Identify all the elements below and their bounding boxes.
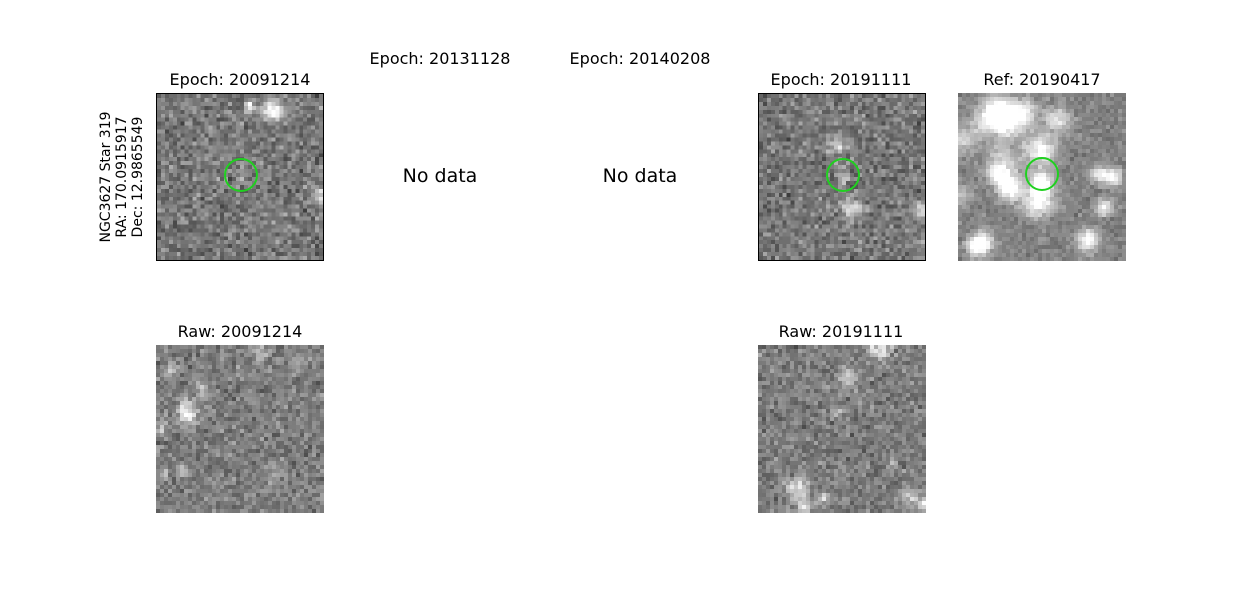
raw-image-20091214 [156,345,324,513]
noise-image [758,345,926,513]
target-circle-marker [1025,157,1059,191]
target-circle-marker [826,158,860,192]
reference-title: Ref: 20190417 [983,70,1101,89]
raw-image-20191111 [758,345,926,513]
star-ra: RA: 170.0915917 [114,116,130,238]
star-name: NGC3627 Star 319 [98,111,114,243]
noise-image [156,345,324,513]
epoch-image-20091214 [156,93,324,261]
epoch-title-20140208: Epoch: 20140208 [569,49,711,68]
star-dec: Dec: 12.9865549 [130,116,146,238]
epoch-image-20191111 [758,93,926,261]
reference-image [958,93,1126,261]
raw-title-20091214: Raw: 20091214 [177,322,303,341]
epoch-title-20131128: Epoch: 20131128 [369,49,511,68]
epoch-title-20191111: Epoch: 20191111 [770,70,912,89]
no-data-20140208: No data [602,165,678,187]
raw-title-20191111: Raw: 20191111 [778,322,904,341]
target-circle-marker [224,158,258,192]
no-data-20131128: No data [402,165,478,187]
epoch-title-20091214: Epoch: 20091214 [169,70,311,89]
